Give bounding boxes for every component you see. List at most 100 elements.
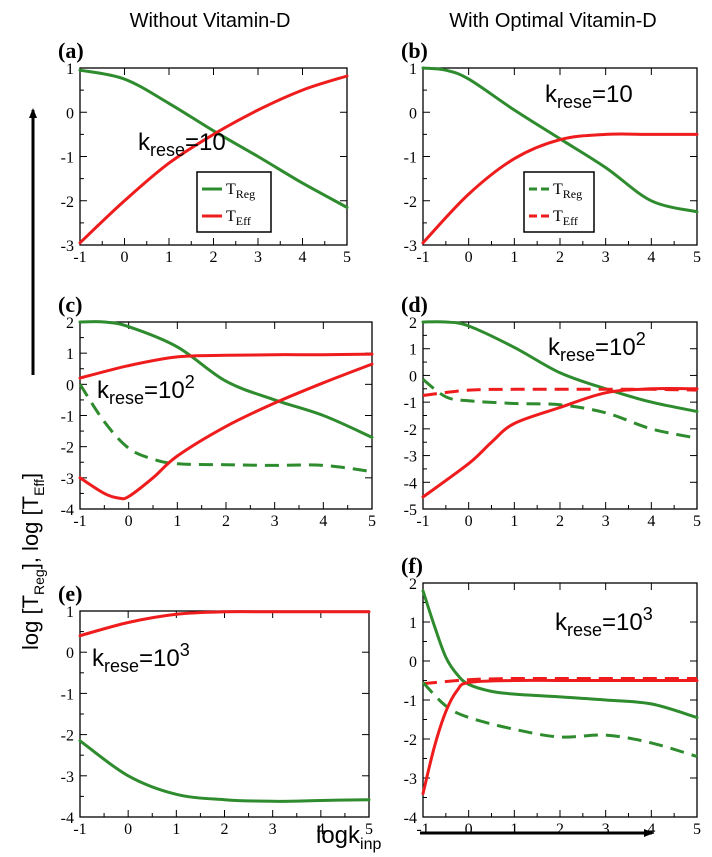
series-t-eff-solid-line xyxy=(78,610,371,638)
legend-label: TReg xyxy=(226,181,255,201)
annotation-3: krese=102 xyxy=(548,329,646,365)
annotation-0: krese=10 xyxy=(138,129,226,160)
y-tick-label: -3 xyxy=(61,471,74,488)
x-tick-label: 1 xyxy=(172,821,180,838)
series-t-reg-solid-line xyxy=(78,68,349,209)
y-tick-label: 1 xyxy=(409,61,417,78)
annotation-5: krese=103 xyxy=(555,604,653,640)
x-tick-label: 5 xyxy=(365,821,373,838)
panel-d: (d) -1 0 1 2 3 4 5 2 1 0 -1 -2 -3 -4 -5 krese=102 xyxy=(401,292,701,530)
x-tick-label: 1 xyxy=(165,249,173,266)
y-tick-label: -5 xyxy=(404,502,417,519)
panel-label: (a) xyxy=(58,38,84,63)
y-tick-label: 1 xyxy=(409,615,417,632)
y-tick-label: -4 xyxy=(404,810,417,827)
y-tick-label: 1 xyxy=(66,346,74,363)
x-tick-label: -1 xyxy=(416,513,429,530)
series-t-reg-dashed-line xyxy=(421,681,698,758)
y-tick-label: -1 xyxy=(61,686,74,703)
x-tick-label: 4 xyxy=(319,513,327,530)
y-tick-label: -3 xyxy=(404,238,417,255)
x-tick-label: 0 xyxy=(124,821,132,838)
x-tick-label: 3 xyxy=(269,821,277,838)
x-tick-label: 5 xyxy=(693,249,701,266)
x-tick-label: 5 xyxy=(693,821,701,838)
series-t-reg-solid-line xyxy=(78,739,371,803)
x-tick-label: 4 xyxy=(647,821,655,838)
y-tick-label: -1 xyxy=(61,150,74,167)
x-tick-label: 3 xyxy=(271,513,279,530)
y-tick-label: -2 xyxy=(404,732,417,749)
x-tick-label: 0 xyxy=(465,513,473,530)
series-t-eff-solid-line xyxy=(421,678,699,796)
panel-f: (f) -1 0 1 2 3 4 5 2 1 0 -1 -2 -3 -4 krese=103 xyxy=(401,553,701,838)
x-tick-label: 2 xyxy=(221,821,229,838)
series-t-eff-solid-line xyxy=(78,352,374,380)
x-tick-label: 1 xyxy=(173,513,181,530)
x-tick-label: 4 xyxy=(647,513,655,530)
legend-box xyxy=(523,171,595,233)
y-tick-label: 2 xyxy=(409,576,417,593)
plot-frame xyxy=(79,610,370,818)
series-t-eff-dashed-line xyxy=(422,676,697,686)
series-t-eff-solid-line xyxy=(421,132,699,245)
x-tick-label: 0 xyxy=(125,513,133,530)
x-tick-label: 3 xyxy=(602,513,610,530)
y-tick-label: 1 xyxy=(409,342,417,359)
y-tick-label: -2 xyxy=(61,440,74,457)
x-tick-label: 2 xyxy=(210,249,218,266)
panel-c: (c) -1 0 1 2 3 4 5 2 1 0 -1 -2 -3 -4 krese=102 xyxy=(58,292,376,530)
y-tick-label: 0 xyxy=(66,645,74,662)
y-tick-label: 1 xyxy=(66,61,74,78)
y-tick-label: -3 xyxy=(61,769,74,786)
x-tick-label: 2 xyxy=(222,513,230,530)
series-t-reg-solid-line xyxy=(78,320,374,439)
series-t-reg-solid-line xyxy=(421,66,699,214)
x-tick-label: 5 xyxy=(368,513,376,530)
x-tick-label: 4 xyxy=(299,249,307,266)
x-tick-label: 4 xyxy=(647,249,655,266)
y-tick-label: 2 xyxy=(409,315,417,332)
series-t-reg-dashed-line xyxy=(422,378,698,440)
y-tick-label: -4 xyxy=(61,502,74,519)
plot-frame xyxy=(79,321,373,510)
column-title-right: With Optimal Vitamin-D xyxy=(449,10,656,32)
x-tick-label: 5 xyxy=(343,249,351,266)
column-title-left: Without Vitamin-D xyxy=(130,10,291,32)
series-t-eff-solid-line xyxy=(421,386,699,499)
y-tick-label: 1 xyxy=(66,604,74,621)
x-tick-label: 3 xyxy=(602,249,610,266)
x-tick-label: 0 xyxy=(465,821,473,838)
y-tick-label: -1 xyxy=(404,395,417,412)
y-tick-label: -2 xyxy=(404,422,417,439)
series-t-reg-solid-line xyxy=(421,320,699,413)
y-tick-label: -2 xyxy=(404,194,417,211)
panel-label: (b) xyxy=(401,38,428,63)
y-tick-label: -1 xyxy=(404,693,417,710)
y-tick-label: -3 xyxy=(404,771,417,788)
x-tick-label: 3 xyxy=(254,249,262,266)
series-t-reg-dashed-line xyxy=(78,383,373,474)
y-axis-label: log [TReg], log [TEff] xyxy=(18,473,47,650)
y-tick-label: -2 xyxy=(61,728,74,745)
y-tick-label: 2 xyxy=(66,315,74,332)
x-tick-label: -1 xyxy=(416,249,429,266)
x-tick-label: 1 xyxy=(510,513,518,530)
annotation-4: krese=103 xyxy=(92,640,190,676)
x-tick-label: 3 xyxy=(602,821,610,838)
y-tick-label: -3 xyxy=(61,238,74,255)
y-tick-label: 0 xyxy=(409,105,417,122)
y-tick-label: -2 xyxy=(61,194,74,211)
x-tick-label: 1 xyxy=(510,821,518,838)
panel-label: (c) xyxy=(58,292,82,317)
series-t-eff-dashed-line xyxy=(422,387,698,397)
x-tick-label: 0 xyxy=(465,249,473,266)
panel-label: (e) xyxy=(58,581,82,606)
x-tick-label: 5 xyxy=(693,513,701,530)
series-t-reg-solid-line xyxy=(421,589,699,719)
